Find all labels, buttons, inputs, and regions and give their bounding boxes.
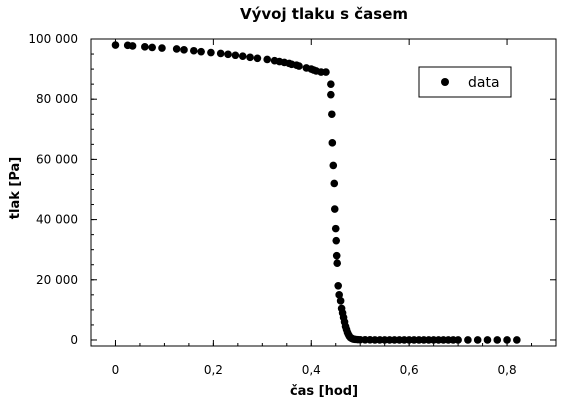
- data-point: [493, 336, 502, 344]
- data-point: [503, 336, 511, 344]
- chart-title: Vývoj tlaku s časem: [240, 5, 408, 23]
- data-point: [334, 282, 342, 290]
- x-tick-label: 0,2: [204, 363, 223, 377]
- data-point: [141, 43, 149, 51]
- data-point: [332, 251, 341, 260]
- y-tick-label: 100 000: [28, 32, 78, 46]
- data-point: [330, 179, 339, 188]
- data-point: [473, 336, 482, 344]
- data-point: [295, 62, 303, 70]
- data-point: [216, 49, 225, 58]
- data-point: [148, 43, 156, 52]
- data-point: [207, 48, 215, 57]
- data-point: [158, 44, 166, 52]
- y-tick-label: 20 000: [36, 273, 78, 287]
- data-point: [330, 205, 339, 213]
- data-point: [513, 336, 521, 344]
- x-axis: 0 0,2 0,4 0,6 0,8: [90, 39, 557, 377]
- data-point: [263, 55, 272, 64]
- x-tick-label: 0,4: [302, 363, 321, 377]
- x-tick-label: 0,6: [400, 363, 419, 377]
- data-point: [454, 336, 462, 344]
- data-point: [322, 68, 330, 76]
- data-point: [246, 53, 254, 62]
- data-point: [224, 50, 232, 59]
- data-point: [329, 161, 338, 170]
- data-point: [328, 110, 336, 119]
- data-point: [238, 52, 247, 60]
- data-point: [483, 336, 492, 344]
- y-axis: 0 20 000 40 000 60 000 80 000 100 000: [28, 32, 556, 347]
- x-tick-label: 0,8: [498, 363, 517, 377]
- plot-frame: [90, 38, 557, 347]
- data-point: [172, 45, 181, 53]
- data-point: [327, 80, 335, 88]
- data-point: [180, 46, 188, 54]
- data-point: [464, 336, 472, 344]
- data-point: [197, 47, 205, 56]
- legend: data: [418, 66, 512, 98]
- legend-marker: [441, 78, 449, 86]
- data-point: [332, 236, 341, 245]
- data-point: [128, 42, 137, 50]
- x-tick-label: 0: [112, 363, 120, 377]
- y-tick-label: 0: [70, 333, 78, 347]
- legend-box: [418, 66, 512, 98]
- y-tick-label: 80 000: [36, 92, 78, 106]
- data-point: [328, 139, 337, 147]
- y-axis-label: tlak [Pa]: [8, 157, 23, 219]
- data-point: [331, 224, 340, 233]
- data-point: [335, 291, 343, 299]
- data-point: [336, 297, 345, 305]
- y-tick-label: 40 000: [36, 213, 78, 227]
- data-point: [333, 259, 342, 268]
- data-points: [111, 41, 521, 344]
- data-point: [111, 41, 120, 49]
- data-point: [253, 54, 262, 63]
- data-point: [189, 46, 198, 55]
- legend-label: data: [468, 75, 500, 91]
- data-point: [231, 51, 240, 60]
- data-point: [327, 90, 335, 99]
- x-axis-label: čas [hod]: [290, 384, 358, 399]
- y-tick-label: 60 000: [36, 152, 78, 166]
